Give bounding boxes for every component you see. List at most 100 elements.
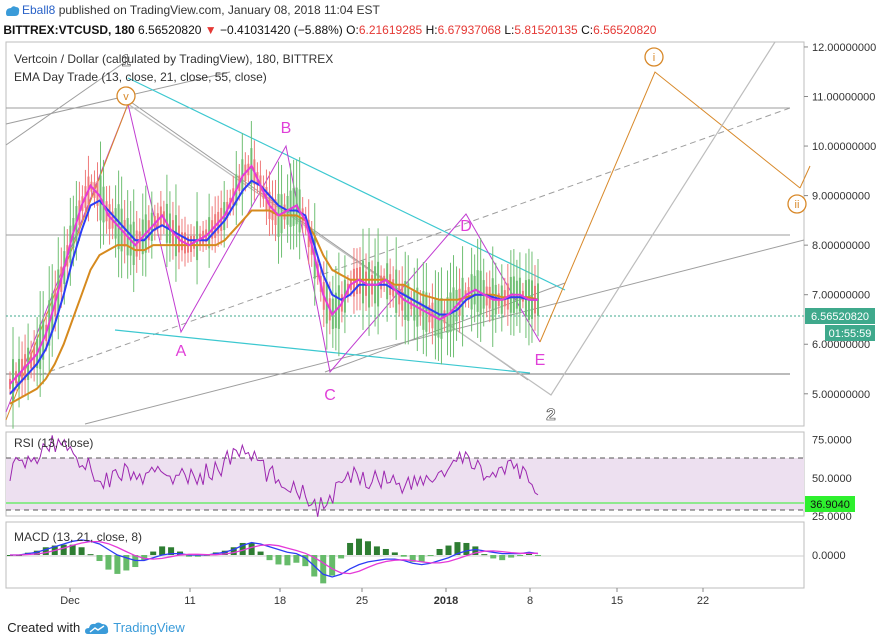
wave-label-d: D (460, 218, 472, 235)
last-price: 6.56520820 (138, 23, 202, 37)
symbol-label: BITTREX:VTCUSD, 180 (3, 23, 135, 37)
macd-hist-bar (391, 552, 398, 555)
circle-i-ring (644, 47, 664, 67)
price-tick-label: 9.00000000 (812, 191, 870, 203)
macd-hist-bar (284, 555, 291, 566)
rsi-badge (805, 496, 855, 512)
macd-hist-bar (248, 542, 255, 555)
macd-hist-bar (427, 555, 434, 556)
macd-hist-bar (185, 555, 192, 557)
circle-i-marker: i (644, 47, 664, 67)
macd-hist-bar (382, 548, 389, 555)
macd-hist-bar (123, 555, 130, 571)
macd-hist-bar (302, 555, 309, 567)
time-tick-label: 8 (527, 595, 533, 607)
macd-signal-line (10, 540, 538, 575)
macd-hist-bar (347, 542, 354, 555)
wave-label-c: C (324, 387, 336, 404)
macd-hist-bar (481, 554, 488, 556)
publish-header: Eball8 published on TradingView.com, Jan… (0, 0, 887, 20)
lower-triangle-line (114, 329, 531, 374)
rsi-pane-label: RSI (13, close) (14, 436, 93, 450)
macd-hist-bar (194, 555, 201, 557)
price-badge-text: 6.56520820 (811, 311, 869, 323)
macd-axis[interactable]: 0.0000 (812, 550, 846, 562)
macd-hist-bar (159, 546, 166, 555)
projected-wave-path (539, 71, 801, 343)
rsi-badge-text: 36.9040 (810, 499, 850, 511)
time-axis[interactable]: Dec 11 18 25 2018 8 15 22 (60, 588, 709, 607)
author-link[interactable]: Eball8 (22, 3, 56, 17)
macd-hist-bar (418, 555, 425, 562)
fan-line-1 (5, 61, 126, 146)
macd-hist-bar (150, 551, 157, 555)
price-tick-label: 10.00000000 (812, 141, 876, 153)
circle-ii-label: ii (795, 199, 800, 211)
price-tick-label: 8.00000000 (812, 240, 870, 252)
tradingview-brand-link[interactable]: TradingView (113, 620, 185, 635)
rsi-line (9, 435, 539, 517)
down-arrow-icon: ▼ (204, 23, 217, 37)
macd-pane-label: MACD (13, 21, close, 8) (14, 530, 142, 544)
macd-hist-bar (60, 544, 67, 555)
macd-hist-bar (87, 554, 94, 556)
macd-hist-bar (454, 542, 461, 555)
rsi-axis[interactable]: 75.0000 50.0000 25.0000 (812, 435, 852, 523)
macd-hist-bar (293, 555, 300, 563)
macd-hist-bar (230, 547, 237, 555)
ema-indicator-label: EMA Day Trade (13, close, 21, close, 55,… (14, 70, 267, 84)
macd-hist-bar (409, 555, 416, 562)
time-tick-label: 22 (697, 595, 709, 607)
circle-v-marker: v (116, 86, 136, 106)
macd-hist-bar (96, 555, 103, 562)
macd-hist-bar (257, 551, 264, 555)
close-label: C: (581, 23, 594, 37)
macd-hist-bar (490, 555, 497, 559)
price-axis[interactable]: 12.00000000 11.00000000 10.00000000 9.00000… (804, 42, 876, 401)
tradingview-cloud-icon (84, 622, 109, 634)
chart-area[interactable]: A B C D E 1 2 v i ii Vertcoin / Dollar (… (0, 40, 887, 612)
rsi-tick-label: 50.0000 (812, 473, 852, 485)
time-tick-label: 2018 (434, 595, 458, 607)
tradingview-user-icon (6, 6, 20, 16)
rsi-tick-label: 25.0000 (812, 511, 852, 523)
macd-hist-bar (266, 555, 273, 561)
rsi-tick-label: 75.0000 (812, 435, 852, 447)
macd-hist-bar (356, 538, 363, 555)
macd-line (10, 539, 539, 578)
wave-label-1: 1 (121, 51, 130, 70)
close-value: 6.56520820 (593, 23, 657, 37)
macd-hist-bar (472, 546, 479, 555)
open-label: O: (346, 23, 359, 37)
macd-hist-bar (373, 546, 380, 555)
long-trend-line (84, 239, 805, 425)
time-tick-label: 15 (611, 595, 623, 607)
macd-hist-bar (445, 545, 452, 555)
circle-ii-ring (787, 194, 807, 214)
macd-hist-bar (436, 548, 443, 555)
wave-label-b: B (281, 120, 292, 137)
macd-hist-bar (78, 547, 85, 555)
rsi-band (6, 458, 804, 510)
macd-hist-bar (508, 555, 515, 558)
circle-v-label: v (123, 91, 129, 103)
price-tick-label: 12.00000000 (812, 42, 876, 54)
price-tick-label: 5.00000000 (812, 389, 870, 401)
high-value: 6.67937068 (437, 23, 501, 37)
main-pane-title: Vertcoin / Dollar (calculated by Trading… (14, 52, 333, 66)
price-badge (805, 308, 875, 324)
macd-hist-bar (239, 542, 246, 555)
macd-hist-bar (517, 555, 524, 556)
price-tick-label: 6.00000000 (812, 339, 870, 351)
macd-hist-bar (105, 555, 112, 570)
ema-fast-line (9, 164, 538, 385)
dashed-channel-line (39, 107, 791, 376)
wave-ii-tail (799, 165, 811, 189)
footer: Created with TradingView (0, 612, 887, 644)
macd-hist-bar (114, 555, 121, 574)
macd-tick-label: 0.0000 (812, 550, 846, 562)
price-change: −0.41031420 (−5.88%) (220, 23, 343, 37)
time-badge-text: 01:55:59 (829, 328, 872, 340)
time-tick-label: 25 (356, 595, 368, 607)
macd-hist-bar (275, 555, 282, 565)
